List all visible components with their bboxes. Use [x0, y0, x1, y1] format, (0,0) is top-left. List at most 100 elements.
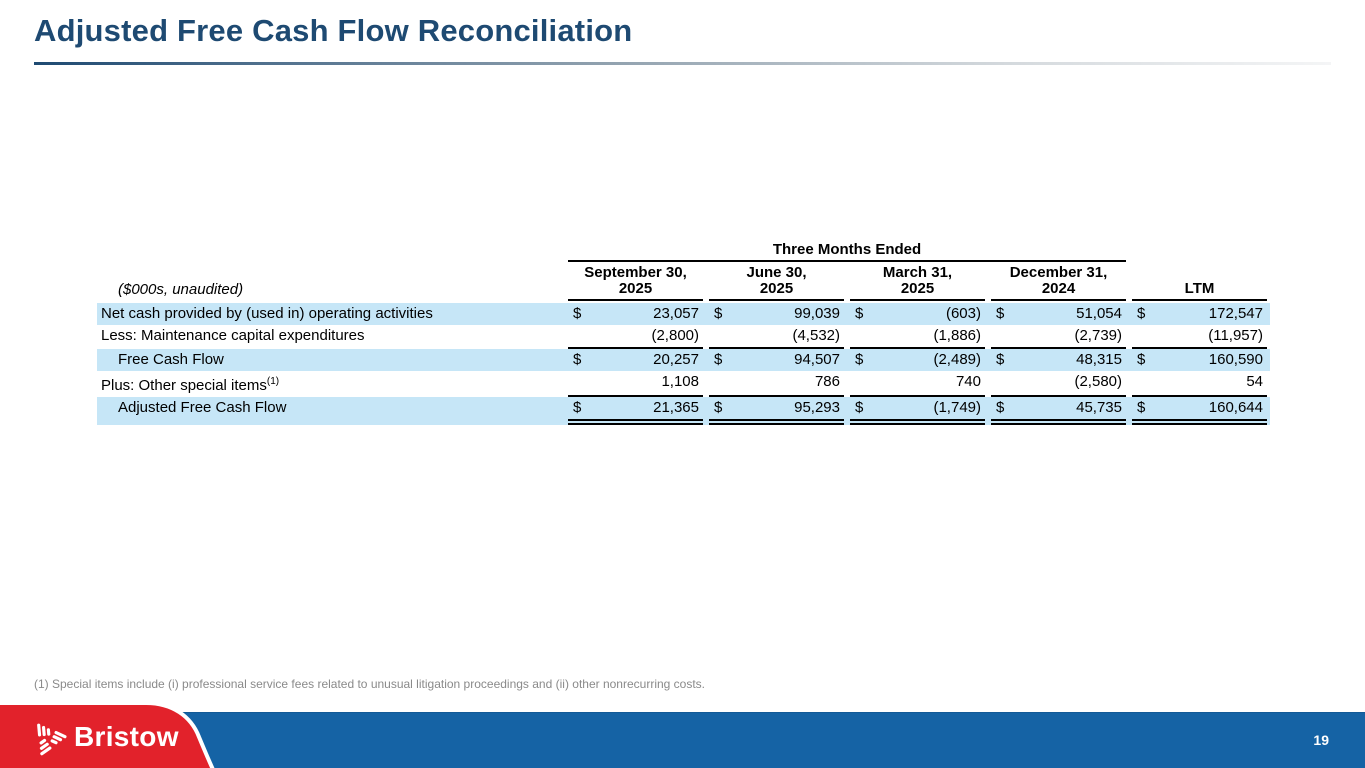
cell-value: (2,739) — [1074, 327, 1122, 344]
column-header-line2: 2024 — [1041, 280, 1076, 297]
value-cell: $ (603) — [850, 303, 985, 325]
logo-wordmark: Bristow — [74, 721, 179, 752]
cell-value: 160,644 — [1208, 399, 1263, 416]
value-cell: $160,590 — [1132, 349, 1267, 371]
cell-value: 54 — [1246, 373, 1263, 390]
row-label-text: Adjusted Free Cash Flow — [118, 399, 287, 416]
dollar-sign: $ — [573, 305, 582, 322]
cell-value: 51,054 — [1076, 305, 1122, 322]
row-label: Less: Maintenance capital expenditures — [97, 325, 562, 349]
value-cell: $172,547 — [1132, 303, 1267, 325]
dollar-sign: $ — [573, 399, 582, 416]
bristow-rotor-icon — [37, 723, 67, 756]
page-number: 19 — [1313, 732, 1329, 748]
value-cell: $ (1,749) — [850, 397, 985, 425]
cell-value: 20,257 — [653, 351, 699, 368]
cell-value: 21,365 — [653, 399, 699, 416]
free-cash-flow-table: Three Months Ended ($000s, unaudited) Se… — [97, 241, 1270, 425]
value-cell: 54 — [1132, 371, 1267, 397]
table-group-header-row: Three Months Ended — [97, 241, 1270, 262]
dollar-sign: $ — [855, 305, 864, 322]
spacer-cell — [97, 241, 562, 262]
dollar-sign: $ — [1137, 305, 1146, 322]
table-column-header-row: ($000s, unaudited) September 30, 2025 June… — [97, 265, 1270, 301]
value-cell: $95,293 — [709, 397, 844, 425]
column-header-line2: 2025 — [900, 280, 935, 297]
dollar-sign: $ — [855, 399, 864, 416]
cell-value: 99,039 — [794, 305, 840, 322]
cell-value: (2,580) — [1074, 373, 1122, 390]
column-header-line1: March 31, — [882, 264, 953, 281]
cell-value: 786 — [814, 373, 840, 390]
value-cell: $94,507 — [709, 349, 844, 371]
column-header-line2: 2025 — [618, 280, 653, 297]
value-cell: (2,800) — [568, 325, 703, 349]
cell-value: 172,547 — [1208, 305, 1263, 322]
dollar-sign: $ — [996, 399, 1005, 416]
cell-value: 160,590 — [1208, 351, 1263, 368]
cell-value: 45,735 — [1076, 399, 1122, 416]
row-label-text: Less: Maintenance capital expenditures — [101, 327, 365, 344]
cell-value: (2,489) — [933, 351, 981, 368]
cell-value: (1,886) — [933, 327, 981, 344]
value-cell: 740 — [850, 371, 985, 397]
dollar-sign: $ — [996, 305, 1005, 322]
value-cell: $48,315 — [991, 349, 1126, 371]
column-header-line2: 2025 — [759, 280, 794, 297]
title-divider — [34, 62, 1331, 65]
dollar-sign: $ — [1137, 399, 1146, 416]
row-label: Free Cash Flow — [97, 349, 562, 371]
dollar-sign: $ — [714, 351, 723, 368]
footnote: (1) Special items include (i) profession… — [34, 677, 706, 691]
column-header: March 31, 2025 — [850, 265, 985, 301]
value-cell: $51,054 — [991, 303, 1126, 325]
value-cell: 786 — [709, 371, 844, 397]
value-cell: $99,039 — [709, 303, 844, 325]
footer-blue-band — [0, 712, 1365, 768]
logo-red-banner — [0, 703, 215, 768]
cell-value: 23,057 — [653, 305, 699, 322]
cell-value: 1,108 — [661, 373, 699, 390]
bristow-logo: Bristow — [30, 720, 179, 757]
cell-value: 94,507 — [794, 351, 840, 368]
value-cell: $23,057 — [568, 303, 703, 325]
column-header: June 30, 2025 — [709, 265, 844, 301]
column-header-line1: December 31, — [1009, 264, 1108, 281]
cell-value: (11,957) — [1208, 327, 1263, 344]
row-label-text: Free Cash Flow — [118, 351, 224, 368]
dollar-sign: $ — [714, 399, 723, 416]
column-header: September 30, 2025 — [568, 265, 703, 301]
value-cell: (11,957) — [1132, 325, 1267, 349]
unit-label: ($000s, unaudited) — [118, 281, 244, 298]
group-header: Three Months Ended — [568, 241, 1126, 262]
footnote-reference: (1) — [266, 376, 280, 387]
value-cell: (2,739) — [991, 325, 1126, 349]
cell-value: 740 — [955, 373, 981, 390]
value-cell: $21,365 — [568, 397, 703, 425]
row-label: Plus: Other special items(1) — [97, 371, 562, 397]
column-header: December 31, 2024 — [991, 265, 1126, 301]
footer-bar: Bristow 19 — [0, 703, 1365, 768]
value-cell: 1,108 — [568, 371, 703, 397]
dollar-sign: $ — [996, 351, 1005, 368]
value-cell: $45,735 — [991, 397, 1126, 425]
value-cell: $160,644 — [1132, 397, 1267, 425]
column-header-line1: LTM — [1184, 280, 1215, 297]
row-label-text: Plus: Other special items — [101, 377, 267, 394]
table-row: Adjusted Free Cash Flow $21,365 $95,293 $ (1… — [97, 397, 1270, 425]
cell-value: (1,749) — [933, 399, 981, 416]
cell-value: (2,800) — [651, 327, 699, 344]
value-cell: $20,257 — [568, 349, 703, 371]
table-row: Less: Maintenance capital expenditures (2… — [97, 325, 1270, 349]
column-header-line1: September 30, — [584, 264, 687, 281]
cell-value: 48,315 — [1076, 351, 1122, 368]
value-cell: (1,886) — [850, 325, 985, 349]
table-row: Free Cash Flow $20,257 $94,507 $ (2,489) $48,… — [97, 349, 1270, 371]
table-body: Net cash provided by (used in) operating… — [97, 303, 1270, 425]
dollar-sign: $ — [573, 351, 582, 368]
table-row: Net cash provided by (used in) operating… — [97, 303, 1270, 325]
value-cell: $ (2,489) — [850, 349, 985, 371]
dollar-sign: $ — [855, 351, 864, 368]
row-label: Adjusted Free Cash Flow — [97, 397, 562, 425]
row-label-text: Net cash provided by (used in) operating… — [101, 305, 433, 322]
